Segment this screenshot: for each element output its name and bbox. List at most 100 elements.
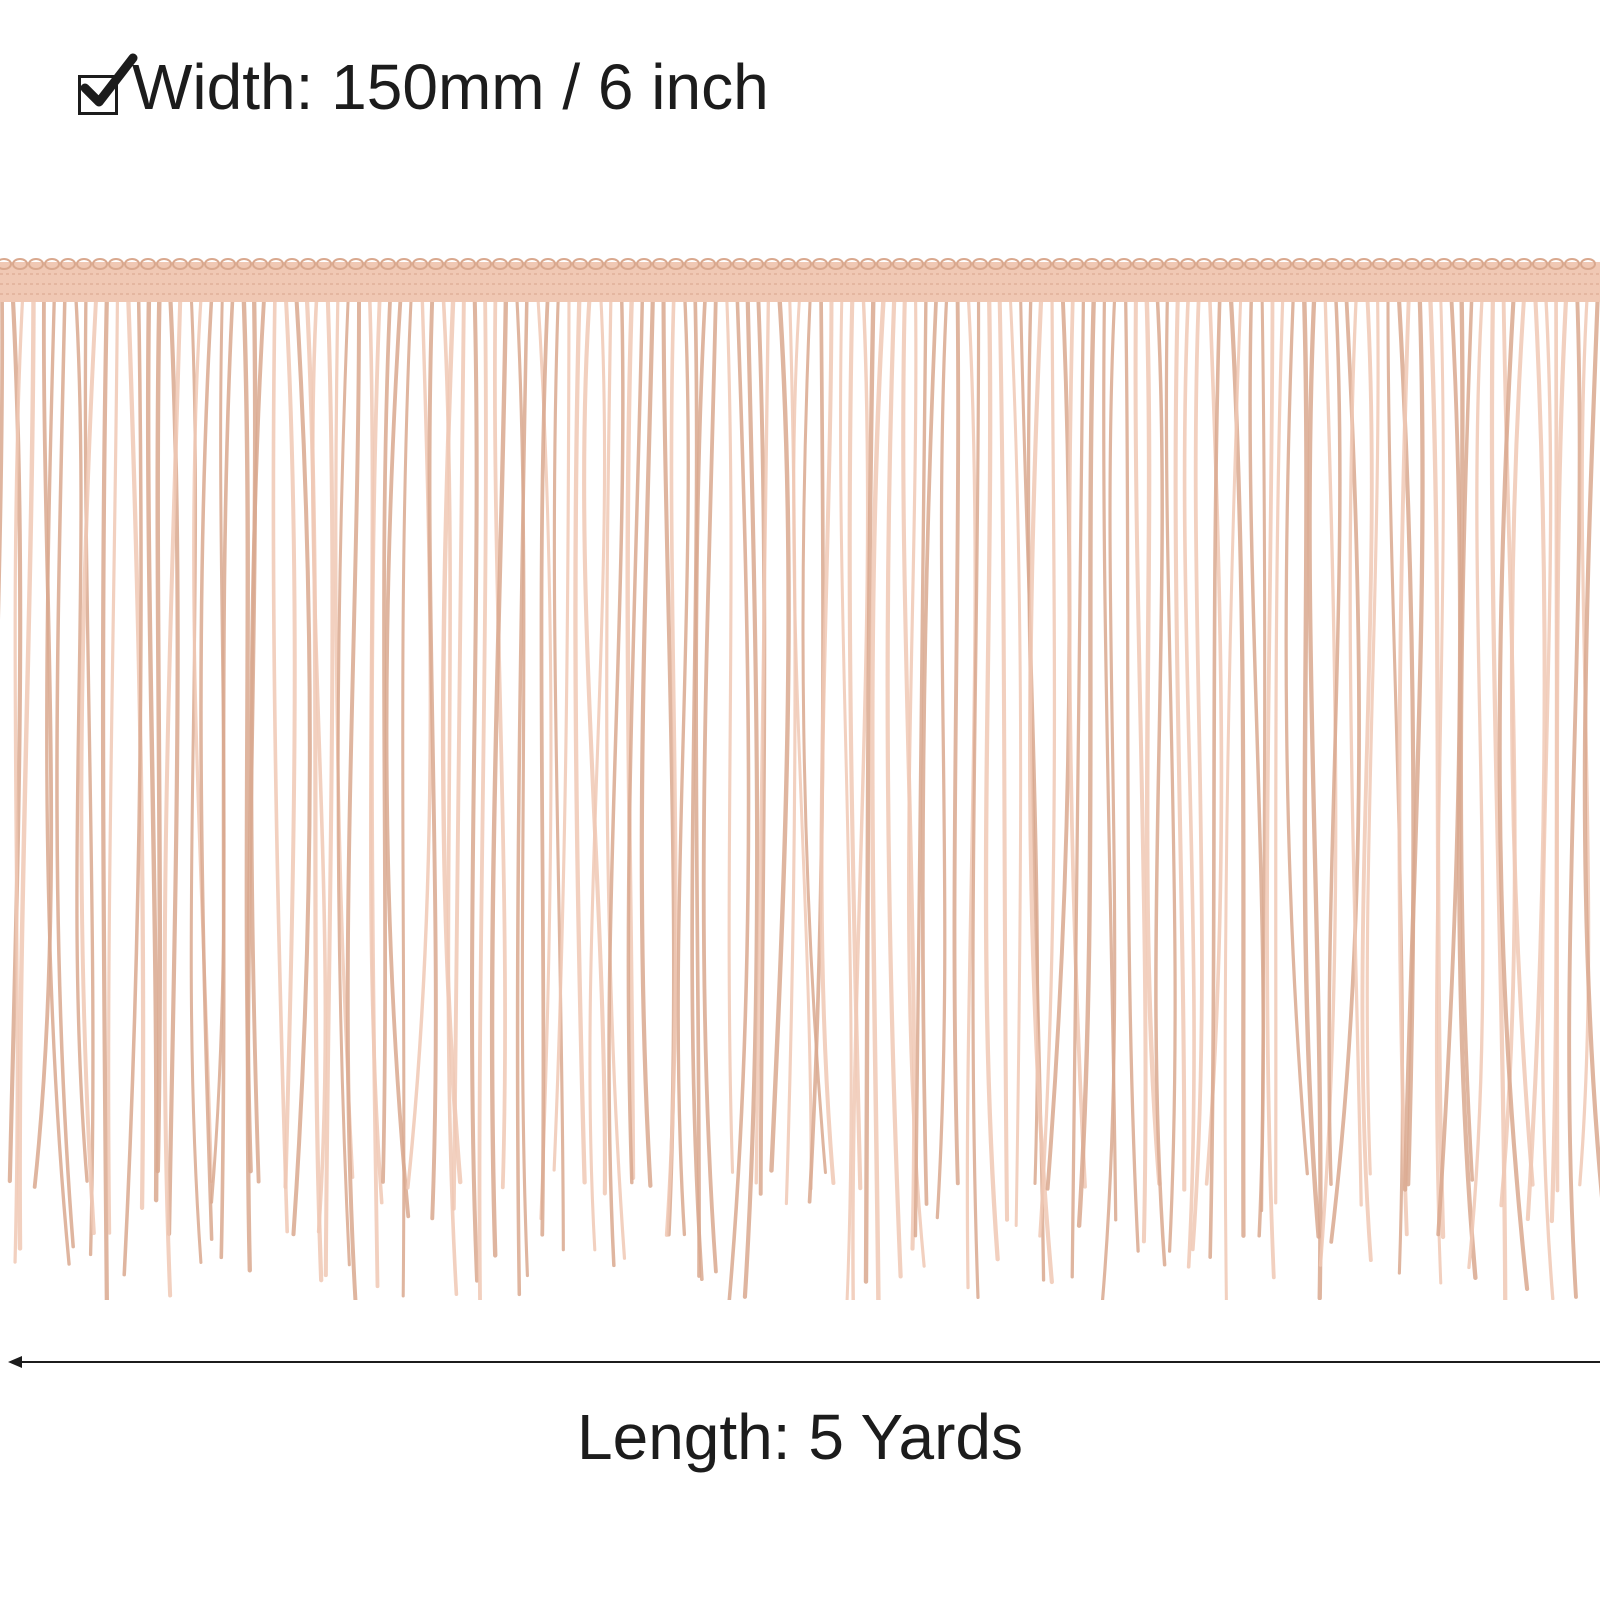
width-text: Width: 150mm / 6 inch: [132, 51, 769, 123]
fringe-loop: [668, 258, 684, 270]
fringe-strand: [839, 288, 853, 1300]
fringe-strand: [626, 288, 645, 1185]
fringe-loop: [700, 258, 716, 270]
width-spec: Width: 150mm / 6 inch: [78, 51, 769, 123]
fringe-strand: [1164, 288, 1177, 1253]
fringe-loop: [540, 258, 556, 270]
fringe-strand: [155, 287, 163, 1174]
fringe-strand: [1497, 287, 1530, 1292]
fringe-loop: [1564, 258, 1580, 270]
fringe-strand: [552, 288, 571, 1172]
fringe-strand: [440, 287, 463, 1185]
fringe-loop: [1180, 258, 1196, 270]
fringe-strand: [1360, 288, 1374, 1263]
fringe-strand: [291, 287, 312, 1237]
fringe-loop: [652, 258, 668, 270]
fringe-loop: [188, 258, 204, 270]
fringe-loop: [172, 258, 188, 270]
fringe-strand: [73, 288, 89, 1183]
fringe-strand: [515, 288, 529, 1297]
fringe-loop: [124, 258, 140, 270]
fringe-loop: [1516, 258, 1532, 270]
fringe-loop: [268, 258, 284, 270]
fringe-strand: [469, 287, 480, 1283]
fringe-loop: [12, 258, 28, 270]
fringe-strand: [625, 287, 636, 1181]
fringe-strand: [885, 287, 903, 1279]
fringe-loop: [588, 258, 604, 270]
fringe-strand: [952, 288, 961, 1186]
fringe-strand: [769, 287, 791, 1173]
fringe-loop: [812, 258, 828, 270]
fringe-strand: [997, 287, 1010, 1222]
fringe-strand: [724, 288, 735, 1174]
fringe-strand: [727, 288, 751, 1300]
fringe-strand: [107, 288, 120, 1235]
fringe-strand: [369, 288, 382, 1289]
fringe-strand: [588, 288, 607, 1252]
fringe-strand: [45, 288, 71, 1266]
fringe-strand: [162, 287, 183, 1298]
fringe-strand: [582, 287, 608, 1196]
fringe-strand: [1274, 288, 1285, 1205]
fringe-strand: [1467, 288, 1485, 1270]
fringe-loop: [1020, 258, 1036, 270]
fringe-strand: [1123, 288, 1140, 1253]
fringe-strand: [32, 288, 54, 1189]
fringe-loop: [1084, 258, 1100, 270]
fringe-strand: [100, 287, 110, 1300]
fringe-strand: [1204, 288, 1224, 1186]
fringe-strand: [605, 288, 627, 1260]
fringe-loop: [1580, 258, 1596, 270]
fringe-strand: [219, 288, 235, 1260]
fringe-loop: [860, 258, 876, 270]
fringe-loop: [236, 258, 252, 270]
fringe-strand: [935, 288, 949, 1220]
fringe-loop: [204, 258, 220, 270]
fringe-strand: [145, 287, 159, 1203]
fringe-strand: [1434, 288, 1445, 1285]
fringe-strand: [971, 288, 981, 1299]
fringe-strand: [1076, 287, 1097, 1228]
fringe-strand: [1540, 288, 1555, 1300]
fringe-strand: [1265, 288, 1276, 1280]
fringe-strand: [639, 287, 656, 1188]
fringe-strand: [792, 288, 813, 1191]
fringe-strand: [79, 288, 99, 1236]
fringe-strand: [906, 288, 926, 1268]
fringe-strand: [1154, 288, 1167, 1267]
fringe-strand: [1100, 288, 1117, 1300]
fringe-strand: [694, 288, 708, 1278]
fringe-loop: [396, 258, 412, 270]
fringe-strand: [1397, 288, 1411, 1237]
fringe-loop: [716, 258, 732, 270]
fringe-loop: [364, 258, 380, 270]
fringe-strand: [283, 287, 297, 1189]
fringe-loop: [108, 258, 124, 270]
fringe-loop: [460, 258, 476, 270]
fringe-strand: [384, 288, 411, 1219]
fringe-loop: [316, 258, 332, 270]
fringe-strand: [539, 288, 550, 1237]
fringe-strand: [851, 288, 870, 1300]
fringe-strand: [199, 288, 214, 1241]
fringe-strand: [1567, 288, 1582, 1299]
fringe-strand: [0, 288, 5, 621]
fringe-strand: [249, 288, 267, 1184]
fringe-loop: [1052, 258, 1068, 270]
fringe-loop: [1436, 258, 1452, 270]
fringe-strand: [83, 288, 95, 1257]
checkbox-checked-icon: [78, 53, 138, 115]
fringe-strand: [1027, 287, 1054, 1285]
fringe-header-band: [0, 258, 1600, 302]
fringe-loop: [1324, 258, 1340, 270]
fringe-strand: [1190, 288, 1204, 1252]
fringe-trim-image: [0, 258, 1600, 1300]
fringe-strand: [55, 288, 75, 1249]
fringe-loop: [764, 258, 780, 270]
fringe-loop: [1068, 258, 1084, 270]
fringe-strand: [701, 288, 718, 1274]
fringe-strand: [1260, 288, 1267, 1213]
fringe-loop: [1340, 258, 1356, 270]
